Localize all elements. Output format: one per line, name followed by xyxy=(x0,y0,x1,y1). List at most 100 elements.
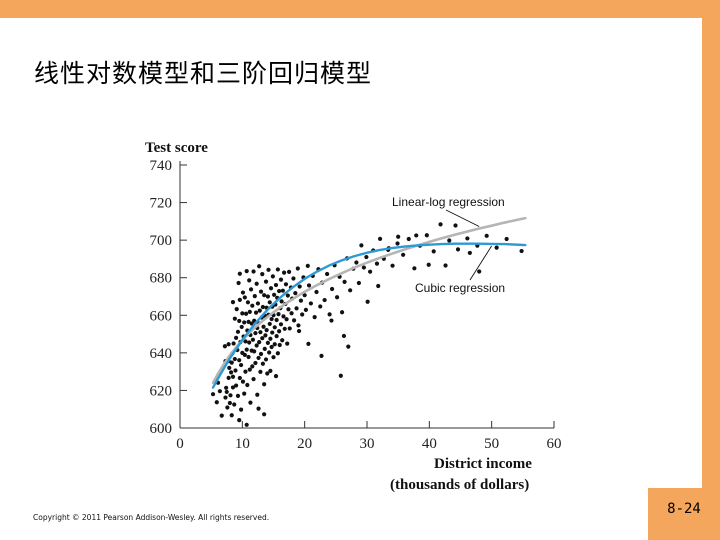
data-point-66 xyxy=(248,400,253,405)
data-point-54 xyxy=(244,347,249,352)
data-point-74 xyxy=(251,377,256,382)
data-point-96 xyxy=(260,336,265,341)
copyright-notice: Copyright © 2011 Pearson Addison-Wesley.… xyxy=(33,513,270,522)
data-point-84 xyxy=(255,392,260,397)
data-point-22 xyxy=(231,341,236,346)
y-axis-title: Test score xyxy=(145,140,208,156)
data-point-167 xyxy=(295,266,300,271)
data-point-244 xyxy=(414,233,419,238)
data-point-77 xyxy=(252,294,257,299)
cubic-pointer xyxy=(469,245,493,281)
data-point-156 xyxy=(285,293,290,298)
data-point-238 xyxy=(346,344,351,349)
data-point-25 xyxy=(232,316,237,321)
data-point-3 xyxy=(217,389,222,394)
x-tick-label-20: 20 xyxy=(297,436,312,452)
data-point-64 xyxy=(247,309,252,314)
data-point-169 xyxy=(297,284,302,289)
data-point-115 xyxy=(267,350,272,355)
data-point-151 xyxy=(282,326,287,331)
data-point-118 xyxy=(268,336,273,341)
data-point-57 xyxy=(245,382,250,388)
data-point-201 xyxy=(368,269,373,274)
data-point-153 xyxy=(283,282,289,287)
data-point-186 xyxy=(327,312,332,317)
data-point-76 xyxy=(252,349,257,354)
page-number: 8-24 xyxy=(667,501,701,517)
x-tick-label-10: 10 xyxy=(235,436,250,452)
data-point-45 xyxy=(240,290,246,295)
data-point-40 xyxy=(238,362,244,368)
data-point-88 xyxy=(257,340,262,345)
data-point-138 xyxy=(275,267,280,272)
data-point-121 xyxy=(269,316,274,322)
data-point-0 xyxy=(210,392,216,397)
data-point-126 xyxy=(271,355,276,360)
data-point-179 xyxy=(312,315,317,320)
data-point-191 xyxy=(339,310,345,315)
data-point-243 xyxy=(453,223,458,228)
data-point-159 xyxy=(287,326,292,331)
regression-lines xyxy=(211,216,527,389)
data-point-125 xyxy=(270,274,275,279)
data-point-50 xyxy=(242,295,247,300)
data-point-170 xyxy=(298,298,304,303)
data-point-31 xyxy=(235,393,241,398)
data-point-79 xyxy=(253,360,258,366)
data-point-26 xyxy=(233,368,238,373)
data-point-41 xyxy=(239,324,244,330)
data-point-134 xyxy=(274,317,279,323)
data-point-80 xyxy=(253,310,259,315)
data-point-9 xyxy=(224,389,229,395)
data-point-164 xyxy=(291,318,297,323)
data-point-8 xyxy=(224,385,229,390)
data-point-48 xyxy=(242,320,247,325)
data-point-171 xyxy=(300,312,305,317)
data-point-100 xyxy=(261,324,266,329)
data-point-58 xyxy=(245,300,251,305)
data-point-132 xyxy=(273,374,279,379)
data-point-49 xyxy=(242,352,247,358)
data-point-204 xyxy=(377,236,383,241)
data-point-135 xyxy=(274,334,279,339)
data-point-59 xyxy=(246,354,251,360)
data-point-61 xyxy=(247,340,252,345)
data-point-154 xyxy=(284,317,289,322)
data-point-35 xyxy=(237,318,242,324)
data-point-198 xyxy=(359,243,364,248)
data-point-158 xyxy=(286,269,292,274)
data-point-149 xyxy=(281,314,286,319)
data-point-128 xyxy=(272,292,277,297)
data-point-182 xyxy=(318,304,323,309)
data-point-110 xyxy=(265,371,270,376)
x-tick-label-0: 0 xyxy=(176,436,184,452)
data-point-72 xyxy=(250,337,256,342)
data-point-222 xyxy=(504,236,509,242)
data-point-197 xyxy=(356,280,361,286)
data-point-140 xyxy=(277,329,282,334)
x-tick-label-30: 30 xyxy=(360,436,375,452)
y-tick-label-600: 600 xyxy=(150,421,173,437)
data-point-51 xyxy=(243,339,248,344)
data-point-92 xyxy=(258,330,263,335)
page-number-badge: 8-24 xyxy=(648,488,720,540)
data-point-53 xyxy=(243,311,249,316)
data-point-139 xyxy=(276,312,281,317)
data-point-20 xyxy=(230,385,236,390)
data-point-187 xyxy=(329,286,335,292)
data-point-21 xyxy=(230,374,236,379)
data-point-237 xyxy=(365,299,370,304)
data-point-29 xyxy=(234,306,239,312)
data-point-146 xyxy=(279,299,284,304)
annotations: Linear-log regression Cubic regression xyxy=(392,195,505,295)
x-axis-subtitle: (thousands of dollars) xyxy=(390,477,529,493)
data-point-217 xyxy=(455,247,461,252)
data-point-229 xyxy=(244,422,249,427)
data-point-24 xyxy=(232,356,237,362)
data-point-69 xyxy=(249,321,254,326)
data-point-141 xyxy=(277,288,282,294)
data-point-174 xyxy=(303,307,309,312)
data-point-142 xyxy=(277,342,282,348)
linear-log-pointer xyxy=(445,209,480,227)
